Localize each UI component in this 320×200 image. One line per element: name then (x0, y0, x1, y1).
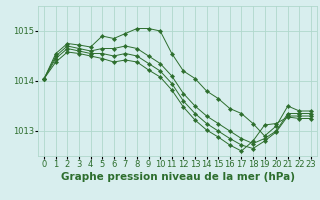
X-axis label: Graphe pression niveau de la mer (hPa): Graphe pression niveau de la mer (hPa) (60, 172, 295, 182)
